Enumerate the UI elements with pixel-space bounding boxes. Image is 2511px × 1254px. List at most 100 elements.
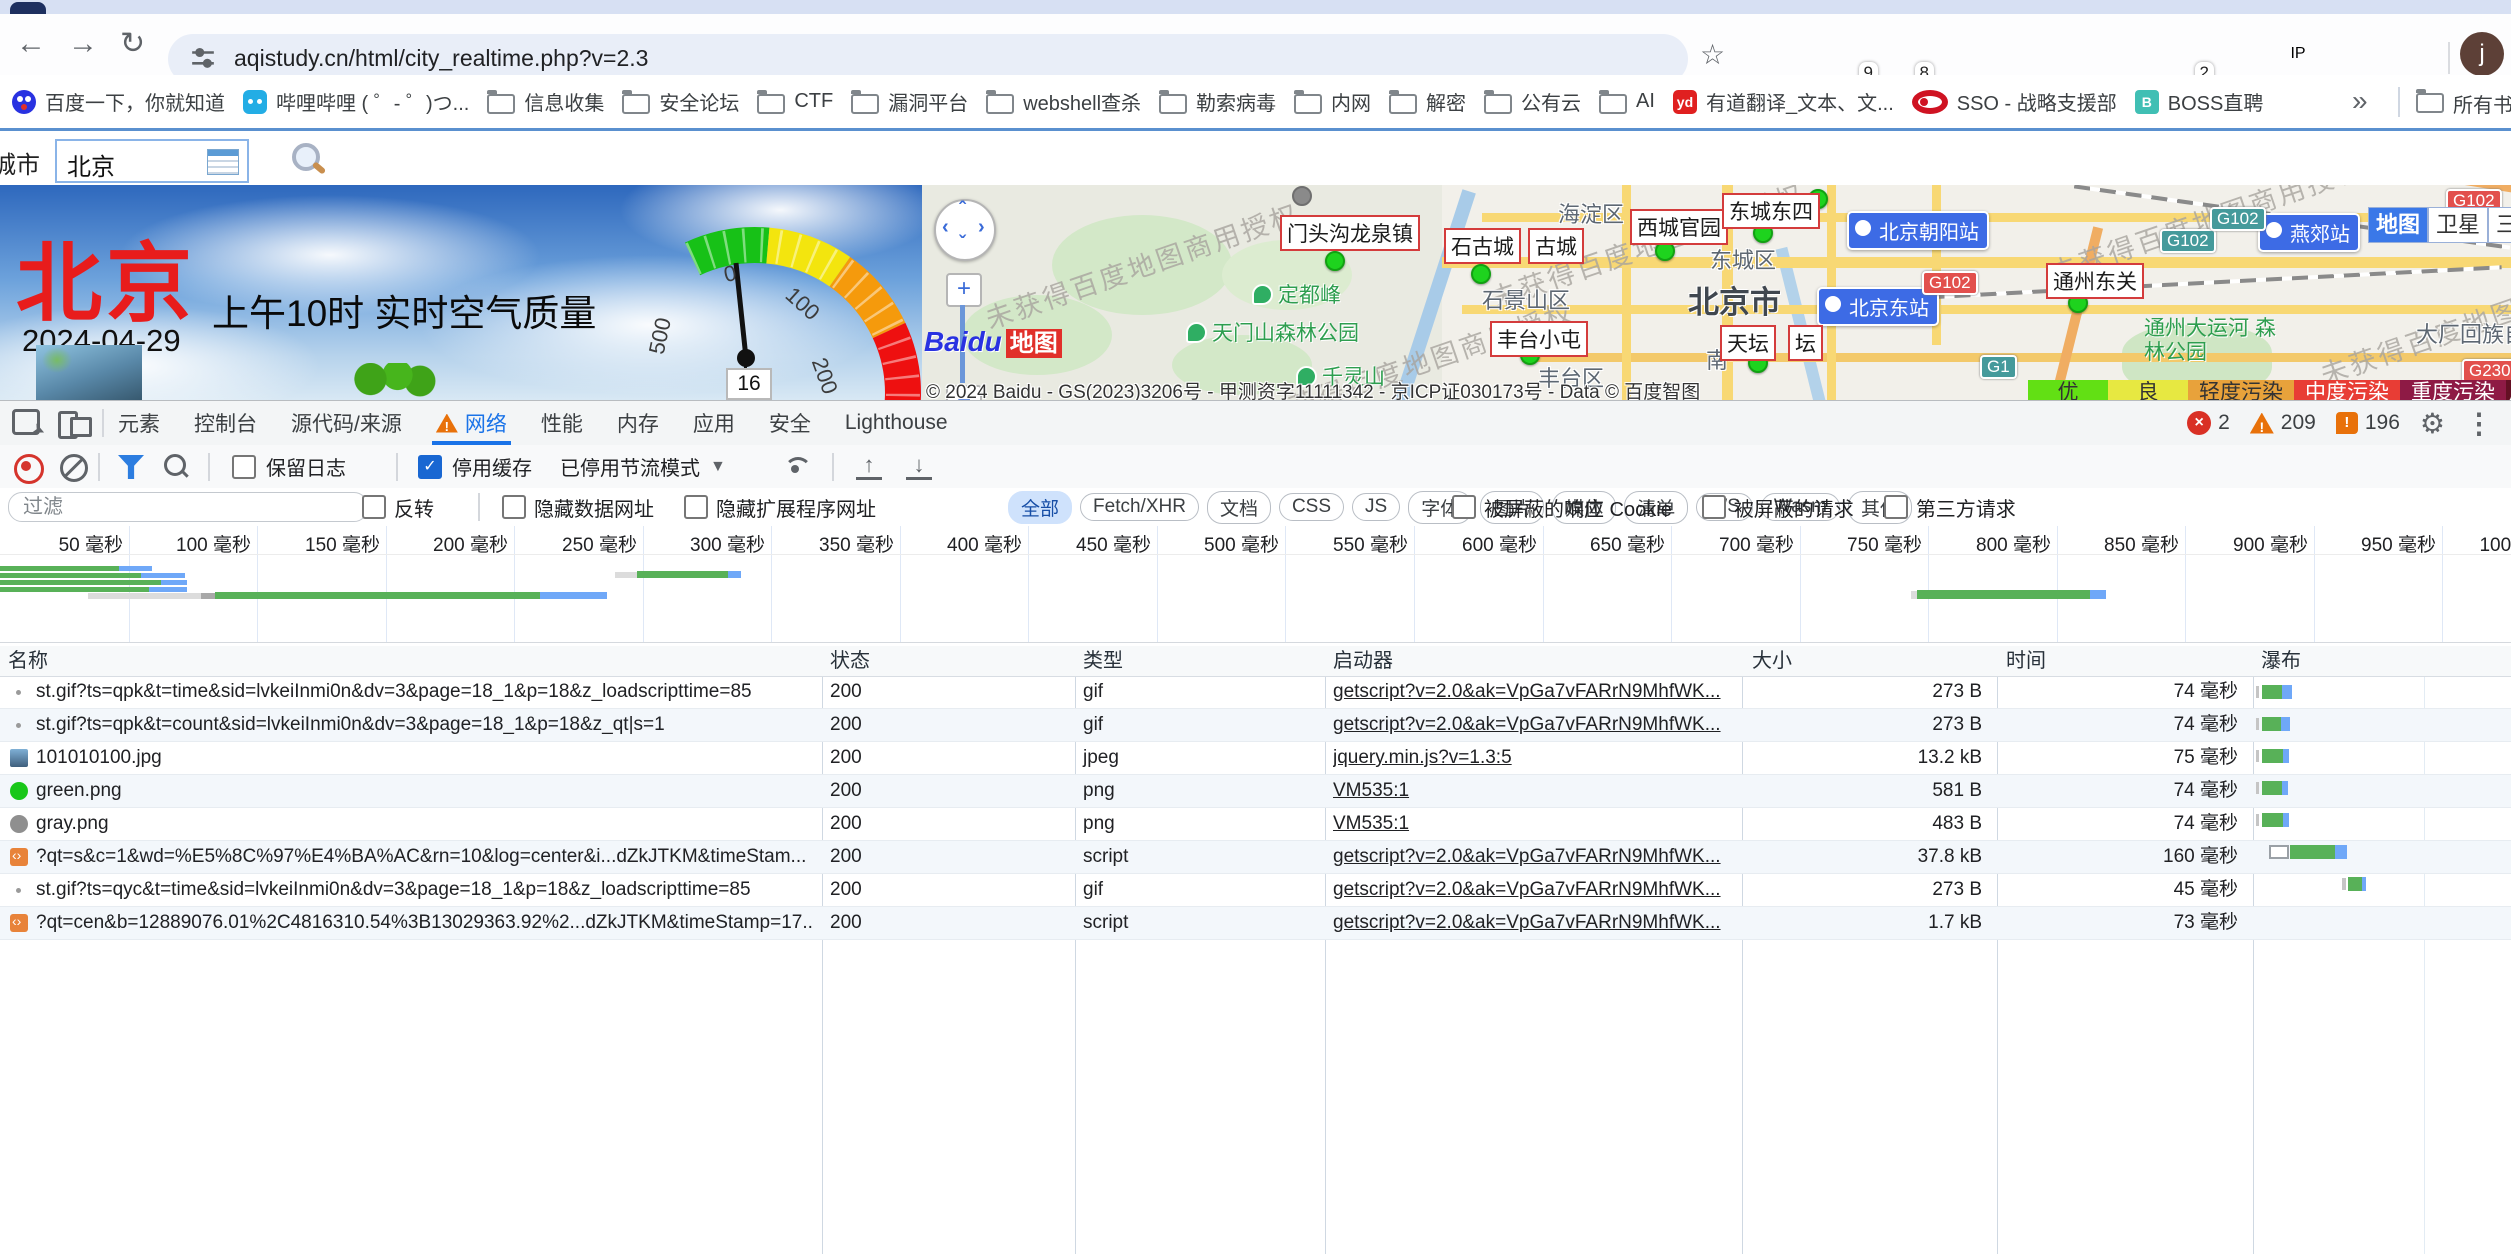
city-input[interactable]: 北京 (55, 139, 249, 183)
bookmark-item[interactable]: 内网 (1294, 87, 1371, 116)
zoom-out-button[interactable]: − (946, 385, 982, 400)
map-type-button[interactable]: 地图 (2368, 207, 2428, 243)
bookmark-item[interactable]: B BOSS直聘 (2134, 87, 2263, 116)
request-name[interactable]: ?qt=s&c=1&wd=%E5%8C%97%E4%BA%AC&rn=10&lo… (36, 846, 807, 867)
request-type-filter-pill[interactable]: CSS (1278, 493, 1345, 521)
pan-up-icon[interactable]: ˆ (959, 199, 966, 221)
zoom-in-button[interactable]: + (946, 273, 982, 307)
map-label[interactable] (1325, 251, 1345, 271)
extension-icon[interactable]: IP (2276, 36, 2320, 80)
map-label[interactable]: 千灵山 (1296, 361, 1385, 391)
map-label[interactable]: 定都峰 (1252, 279, 1341, 309)
extension-icon[interactable] (1772, 36, 1816, 80)
network-request-row[interactable]: ?qt=s&c=1&wd=%E5%8C%97%E4%BA%AC&rn=10&lo… (0, 841, 2511, 874)
column-header-type[interactable]: 类型 (1083, 650, 1123, 672)
map-label[interactable]: 通州东关 (2046, 263, 2144, 299)
bookmark-item[interactable]: 信息收集 (487, 87, 604, 116)
bookmark-item[interactable]: CTF (757, 89, 833, 114)
preserve-log-label[interactable]: 保留日志 (266, 458, 346, 480)
devtools-tab[interactable]: 源代码/来源 (291, 413, 402, 436)
map-label[interactable] (1292, 186, 1312, 206)
pan-down-icon[interactable]: ˇ (959, 233, 966, 255)
extension-icon[interactable] (2220, 36, 2264, 80)
disable-cache-label[interactable]: 停用缓存 (452, 458, 532, 480)
zoom-track[interactable] (960, 305, 965, 383)
request-name[interactable]: gray.png (36, 813, 109, 834)
filter-funnel-icon[interactable] (118, 455, 144, 479)
column-header-size[interactable]: 大小 (1752, 650, 1792, 672)
profile-avatar[interactable]: j (2460, 32, 2504, 76)
map-label[interactable]: 通州大运河 森林公园 (2144, 317, 2276, 365)
bookmark-item[interactable]: 哔哩哔哩 ( ゜- ゜)つ... (243, 87, 469, 116)
devtools-menu-icon[interactable]: ⋮ (2465, 407, 2493, 439)
extension-icon[interactable] (2052, 36, 2096, 80)
column-divider[interactable] (1325, 646, 1326, 1254)
dropdown-caret-icon[interactable]: ▼ (710, 457, 726, 475)
devtools-tab[interactable]: 应用 (692, 413, 735, 436)
map-label[interactable]: 石景山区 (1482, 288, 1571, 313)
bookmark-item[interactable]: SSO - 战略支援部 (1911, 87, 2117, 116)
request-type-filter-pill[interactable]: 文档 (1206, 490, 1271, 524)
baidu-map[interactable]: 未获得百度地图商用授权 未获得百度地图商用授权 未获得百度地图商用授权 未获得百… (922, 185, 2511, 400)
third-party-label[interactable]: 第三方请求 (1915, 498, 2016, 521)
network-request-row[interactable]: st.gif?ts=qpk&t=count&sid=lvkeiInmi0n&dv… (0, 709, 2511, 742)
network-request-row[interactable]: st.gif?ts=qyc&t=time&sid=lvkeiInmi0n&dv=… (0, 874, 2511, 907)
map-label[interactable]: 西城官园 (1630, 209, 1728, 245)
bookmark-item[interactable]: 漏洞平台 (851, 87, 968, 116)
request-type-filter-pill[interactable]: Wasm (1760, 493, 1841, 521)
back-button-icon[interactable]: ← (16, 27, 46, 60)
warning-counter[interactable]: ! 209 (2249, 411, 2316, 435)
network-request-row[interactable]: 101010100.jpg 200 jpeg jquery.min.js?v=1… (0, 742, 2511, 775)
column-divider[interactable] (822, 646, 823, 1254)
request-type-filter-pill[interactable]: JS (1352, 493, 1401, 521)
map-label[interactable]: 古城 (1528, 228, 1584, 264)
bookmark-item[interactable]: webshell查杀 (986, 87, 1141, 116)
reload-button-icon[interactable]: ↻ (120, 27, 146, 60)
pan-left-icon[interactable]: ‹ (942, 216, 949, 238)
site-info-tune-icon[interactable] (190, 46, 216, 72)
url-text[interactable]: aqistudy.cn/html/city_realtime.php?v=2.3 (234, 45, 649, 71)
bookmark-item[interactable]: AI (1599, 89, 1655, 114)
hide-data-urls-label[interactable]: 隐藏数据网址 (534, 498, 654, 521)
blocked-cookies-label[interactable]: 被屏蔽的响应 Cookie (1484, 498, 1672, 521)
blocked-requests-label[interactable]: 被屏蔽的请求 (1733, 498, 1854, 521)
map-label[interactable]: 燕郊站 (2258, 213, 2360, 252)
column-header-name[interactable]: 名称 (8, 650, 48, 672)
map-label[interactable]: 坛 (1788, 325, 1823, 361)
extension-icon[interactable] (1996, 36, 2040, 80)
request-type-filter-pill[interactable]: Fetch/XHR (1080, 493, 1199, 521)
request-initiator-link[interactable]: getscript?v=2.0&ak=VpGa7vFARrN9MhfWK... (1333, 912, 1721, 933)
request-initiator-link[interactable]: jquery.min.js?v=1.3:5 (1333, 747, 1512, 768)
column-divider[interactable] (1997, 646, 1998, 1254)
network-request-row[interactable]: st.gif?ts=qpk&t=time&sid=lvkeiInmi0n&dv=… (0, 676, 2511, 709)
preserve-log-checkbox[interactable] (232, 454, 256, 479)
blocked-cookies-checkbox[interactable] (1452, 495, 1476, 519)
bookmark-item[interactable]: 安全论坛 (622, 87, 739, 116)
column-header-waterfall[interactable]: 瀑布 (2261, 650, 2301, 672)
map-label[interactable]: G102 (2160, 229, 2216, 253)
request-name[interactable]: st.gif?ts=qpk&t=time&sid=lvkeiInmi0n&dv=… (36, 681, 752, 702)
request-type-filter-pill[interactable]: 清单 (1624, 490, 1689, 524)
request-initiator-link[interactable]: getscript?v=2.0&ak=VpGa7vFARrN9MhfWK... (1333, 879, 1721, 900)
map-type-button[interactable]: 三维 (2488, 207, 2511, 243)
request-initiator-link[interactable]: getscript?v=2.0&ak=VpGa7vFARrN9MhfWK... (1333, 846, 1721, 867)
extension-icon[interactable] (2388, 36, 2432, 80)
request-name[interactable]: st.gif?ts=qpk&t=count&sid=lvkeiInmi0n&dv… (36, 714, 665, 735)
issues-counter[interactable]: ! 196 (2335, 411, 2400, 435)
network-conditions-icon[interactable] (782, 457, 812, 477)
request-name[interactable]: 101010100.jpg (36, 747, 162, 768)
bookmark-star-icon[interactable]: ☆ (1700, 39, 1726, 70)
map-label[interactable]: G102 (1922, 271, 1978, 295)
hide-extension-urls-checkbox[interactable] (684, 495, 708, 519)
clear-network-log-button[interactable] (60, 454, 88, 482)
devtools-tab[interactable]: Lighthouse (844, 411, 948, 434)
hide-data-urls-checkbox[interactable] (502, 495, 526, 519)
throttling-dropdown[interactable]: 已停用节流模式 (560, 458, 700, 480)
devtools-tab[interactable]: 内存 (616, 413, 659, 436)
pan-right-icon[interactable]: › (978, 216, 985, 238)
column-header-initiator[interactable]: 启动器 (1333, 650, 1393, 672)
all-bookmarks-folder[interactable]: 所有书签 (2416, 89, 2511, 118)
export-har-icon[interactable]: ↓ (906, 453, 932, 480)
map-label[interactable]: 天门山森林公园 (1186, 317, 1359, 347)
column-divider[interactable] (1075, 646, 1076, 1254)
